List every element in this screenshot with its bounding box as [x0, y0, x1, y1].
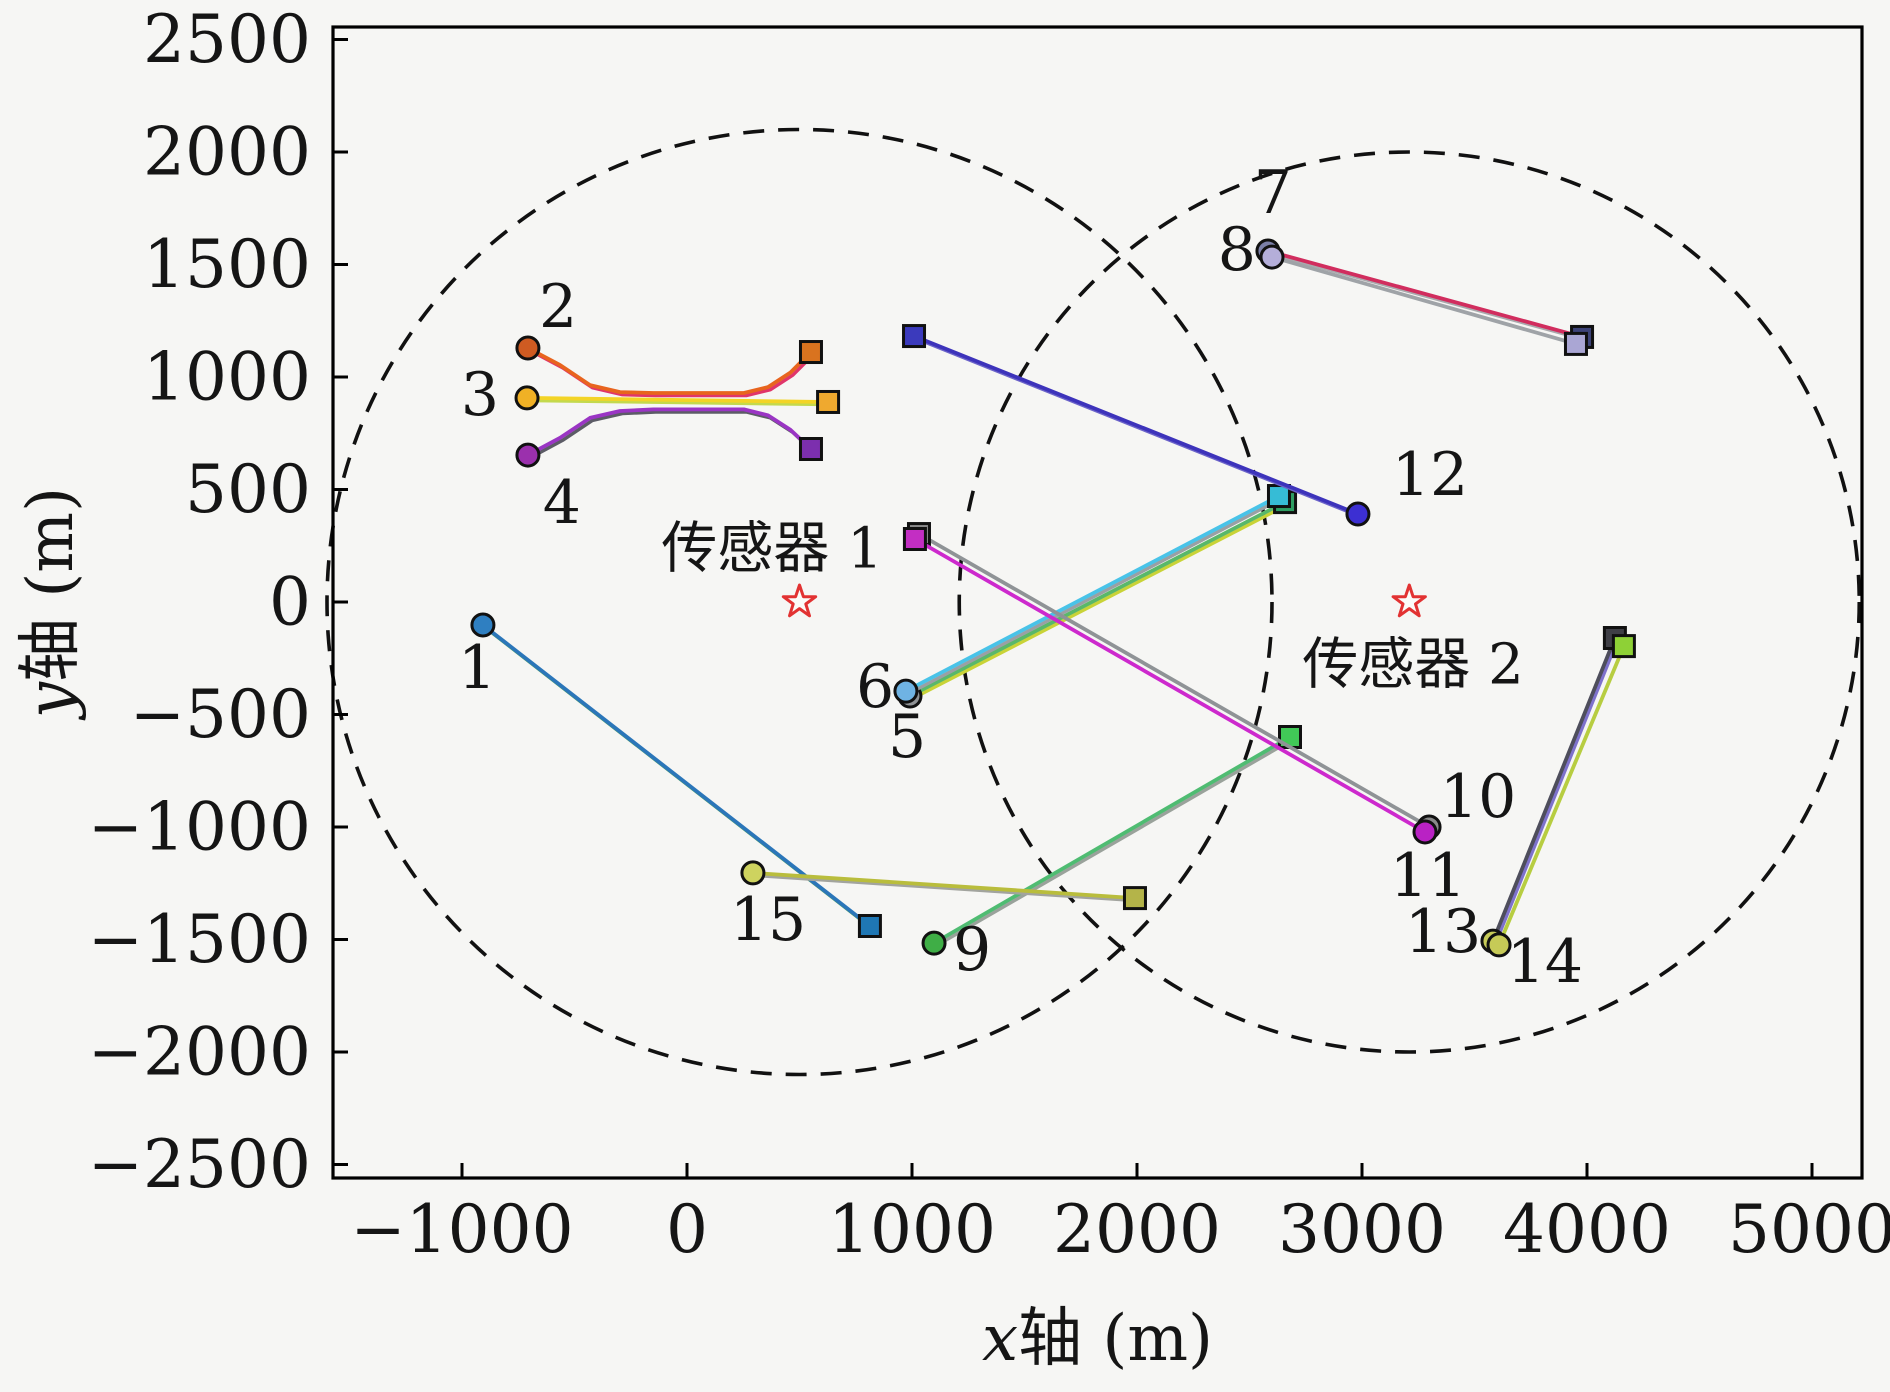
target-label-3: 3: [461, 360, 499, 430]
trajectory-3-line: [525, 395, 830, 404]
y-axis-tick-label: 2500: [143, 1, 311, 78]
target-label-2: 2: [539, 272, 577, 342]
trajectory-14: 14: [1486, 634, 1636, 997]
trajectory-15: 15: [730, 860, 1147, 955]
sensor-coverage-circle-1: [325, 127, 1274, 1077]
trajectory-13-companion-line: [1493, 638, 1620, 946]
y-axis-tick-label: 500: [185, 451, 311, 528]
trajectory-8-line: [1270, 255, 1578, 346]
end-square-marker-12: [902, 324, 927, 349]
trajectory-13-line: [1491, 636, 1617, 943]
end-square-marker-1: [857, 914, 882, 938]
target-label-5: 5: [888, 702, 926, 772]
end-square-marker-14: [1611, 634, 1636, 659]
trajectory-5-companion-line: [910, 503, 1290, 701]
y-axis-tick-label: −2000: [88, 1014, 311, 1091]
trajectory-12: 12: [902, 324, 1468, 527]
target-label-7: 7: [1254, 158, 1292, 228]
target-label-6: 6: [856, 652, 894, 722]
y-axis-tick-label: 1000: [143, 339, 311, 416]
trajectory-14-line: [1497, 644, 1626, 947]
trajectory-6-companion-line: [906, 496, 1284, 696]
trajectory-8: 8: [1218, 215, 1588, 356]
sensor-coverage-group: 传感器 1 传感器 2: [325, 127, 1862, 1077]
trajectory-10-line: [917, 532, 1431, 829]
target-label-14: 14: [1507, 927, 1583, 997]
trajectory-15-companion-line: [753, 873, 1140, 903]
trajectory-3: 3: [461, 360, 841, 430]
target-label-11: 11: [1390, 841, 1466, 911]
sensor-label-1: 传感器 1: [661, 516, 882, 581]
start-circle-marker-6: [893, 678, 919, 704]
end-square-marker-8: [1563, 331, 1588, 356]
start-circle-marker-14: [1486, 932, 1512, 958]
trajectory-5-line: [908, 500, 1287, 698]
target-label-8: 8: [1218, 215, 1256, 285]
end-square-marker-3: [816, 389, 841, 414]
target-label-15: 15: [730, 885, 806, 955]
target-label-13: 13: [1405, 897, 1481, 967]
trajectory-4: 4: [515, 407, 823, 538]
trajectory-3-companion-line: [527, 398, 833, 407]
y-axis-title: y轴 (m): [14, 487, 88, 721]
trajectory-2: 2: [515, 272, 823, 398]
sensor-coverage-circle-2: [957, 150, 1862, 1054]
x-axis: −1000 0 1000 2000 3000 4000 5000: [350, 1163, 1890, 1268]
y-axis-tick-label: 2000: [143, 114, 311, 191]
trajectory-15-line: [751, 871, 1137, 900]
trajectory-4-line: [526, 407, 813, 458]
trajectory-11: 11: [902, 527, 1466, 911]
y-axis-tick-label: −1500: [88, 901, 311, 978]
start-circle-marker-4: [515, 442, 541, 468]
y-axis-tick-label: 1500: [143, 226, 311, 303]
trajectory-10: 10: [906, 522, 1516, 840]
y-axis-tick-label: −2500: [88, 1126, 311, 1203]
target-label-4: 4: [543, 468, 581, 538]
trajectory-9-companion-line: [934, 737, 1295, 948]
start-circle-marker-12: [1345, 501, 1371, 527]
trajectory-6-line: [904, 494, 1281, 693]
trajectory-2-line: [526, 346, 813, 395]
sensor-star-2: [1391, 583, 1427, 618]
end-square-marker-2: [798, 340, 823, 365]
start-circle-marker-8: [1259, 244, 1285, 270]
start-circle-marker-2: [515, 335, 541, 361]
target-label-9: 9: [953, 915, 991, 985]
target-label-1: 1: [458, 633, 496, 703]
x-axis-title: x轴 (m): [982, 1302, 1213, 1376]
target-label-10: 10: [1440, 762, 1516, 832]
trajectory-6: 6: [856, 484, 1291, 722]
y-axis: 2500 2000 1500 1000 500 0 −500 −1000 −1500 −2000 −…: [88, 1, 348, 1203]
end-square-marker-15: [1122, 886, 1147, 911]
y-axis-tick-label: 0: [269, 564, 311, 641]
x-axis-tick-label: 5000: [1728, 1191, 1890, 1268]
start-circle-marker-1: [470, 612, 496, 638]
x-axis-tick-label: 2000: [1053, 1191, 1221, 1268]
sensor-label-2: 传感器 2: [1302, 633, 1523, 698]
y-axis-tick-label: −1000: [88, 789, 311, 866]
end-square-marker-4: [798, 437, 823, 461]
trajectory-9: 9: [921, 725, 1302, 985]
x-axis-tick-label: 3000: [1278, 1191, 1446, 1268]
start-circle-marker-11: [1412, 819, 1438, 845]
trajectory-12-line: [912, 334, 1360, 516]
x-axis-tick-label: −1000: [350, 1191, 573, 1268]
x-axis-tick-label: 4000: [1503, 1191, 1671, 1268]
x-axis-tick-label: 0: [666, 1191, 708, 1268]
target-label-12: 12: [1392, 440, 1468, 510]
start-circle-marker-9: [921, 930, 947, 956]
end-square-marker-11: [902, 527, 927, 551]
sensor-star-1: [781, 583, 818, 618]
trajectory-7-line: [1266, 249, 1584, 339]
start-circle-marker-3: [514, 385, 540, 411]
trajectory-11-line: [913, 537, 1427, 834]
start-circle-marker-15: [740, 860, 766, 886]
trajectory-13: 13: [1405, 626, 1627, 967]
trajectory-9-line: [932, 735, 1292, 945]
y-axis-tick-label: −500: [130, 676, 311, 753]
x-axis-tick-label: 1000: [828, 1191, 996, 1268]
